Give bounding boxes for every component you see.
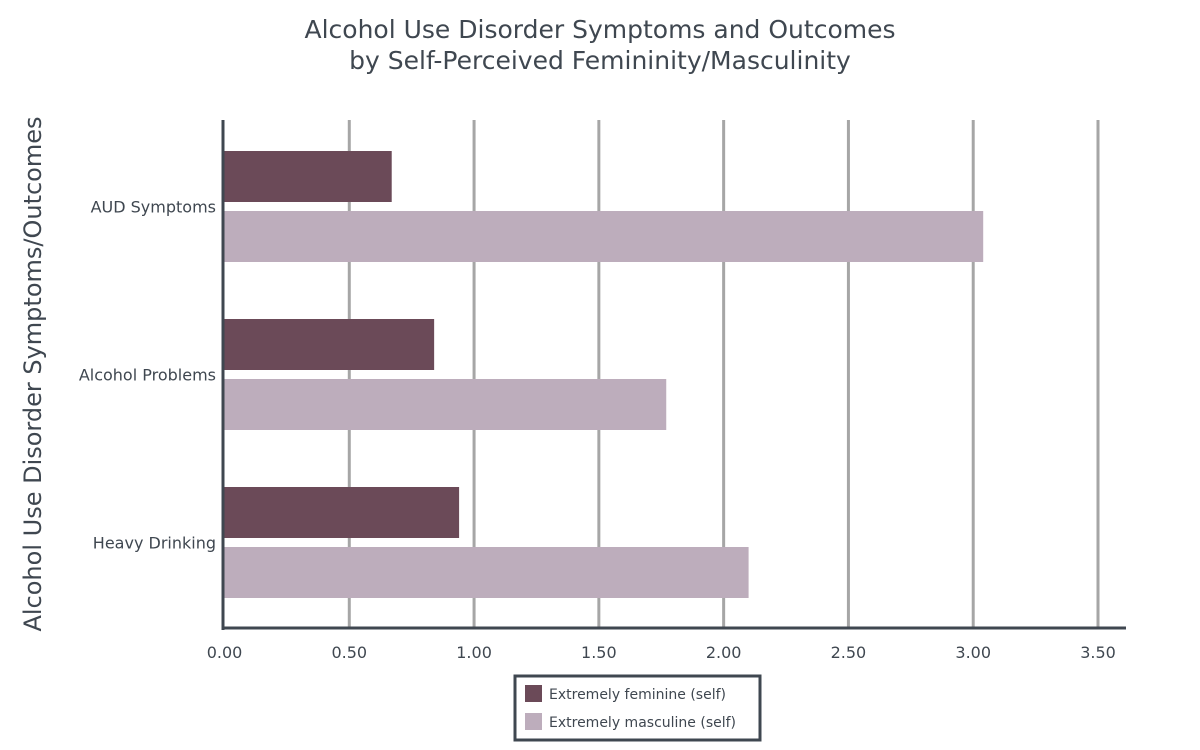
- gridlines: [347, 120, 1100, 627]
- x-tick-label: 2.50: [831, 643, 867, 662]
- x-tick-label: 0.50: [331, 643, 367, 662]
- legend-label-masculine: Extremely masculine (self): [549, 715, 736, 731]
- category-label: AUD Symptoms: [91, 198, 216, 217]
- bar: [224, 379, 667, 430]
- bar: [224, 319, 435, 370]
- y-axis-label: Alcohol Use Disorder Symptoms/Outcomes: [19, 116, 47, 631]
- x-tick-label: 3.50: [1080, 643, 1116, 662]
- x-tick-label: 1.50: [581, 643, 617, 662]
- legend-label-feminine: Extremely feminine (self): [549, 687, 726, 703]
- legend-swatch-masculine: [525, 713, 542, 730]
- x-tick-label: 3.00: [955, 643, 991, 662]
- bar: [224, 151, 392, 202]
- x-tick-label: 2.00: [706, 643, 742, 662]
- category-label: Alcohol Problems: [79, 366, 216, 385]
- category-label: Heavy Drinking: [93, 534, 216, 553]
- legend-swatch-feminine: [525, 685, 542, 702]
- bar: [224, 211, 984, 262]
- bar: [224, 547, 749, 598]
- chart-title-line-2: by Self-Perceived Femininity/Masculinity: [349, 46, 851, 75]
- chart-title-line-1: Alcohol Use Disorder Symptoms and Outcom…: [304, 15, 895, 44]
- bars: [224, 151, 984, 598]
- bar: [224, 487, 460, 538]
- category-labels: AUD Symptoms Alcohol Problems Heavy Drinki…: [79, 198, 216, 553]
- x-tick-label: 0.00: [207, 643, 243, 662]
- legend-box: [513, 674, 762, 742]
- legend: Extremely feminine (self) Extremely masc…: [513, 674, 762, 742]
- x-tick-label: 1.00: [456, 643, 492, 662]
- x-tick-labels: 0.00 0.50 1.00 1.50 2.00 2.50 3.00 3.50: [207, 643, 1116, 662]
